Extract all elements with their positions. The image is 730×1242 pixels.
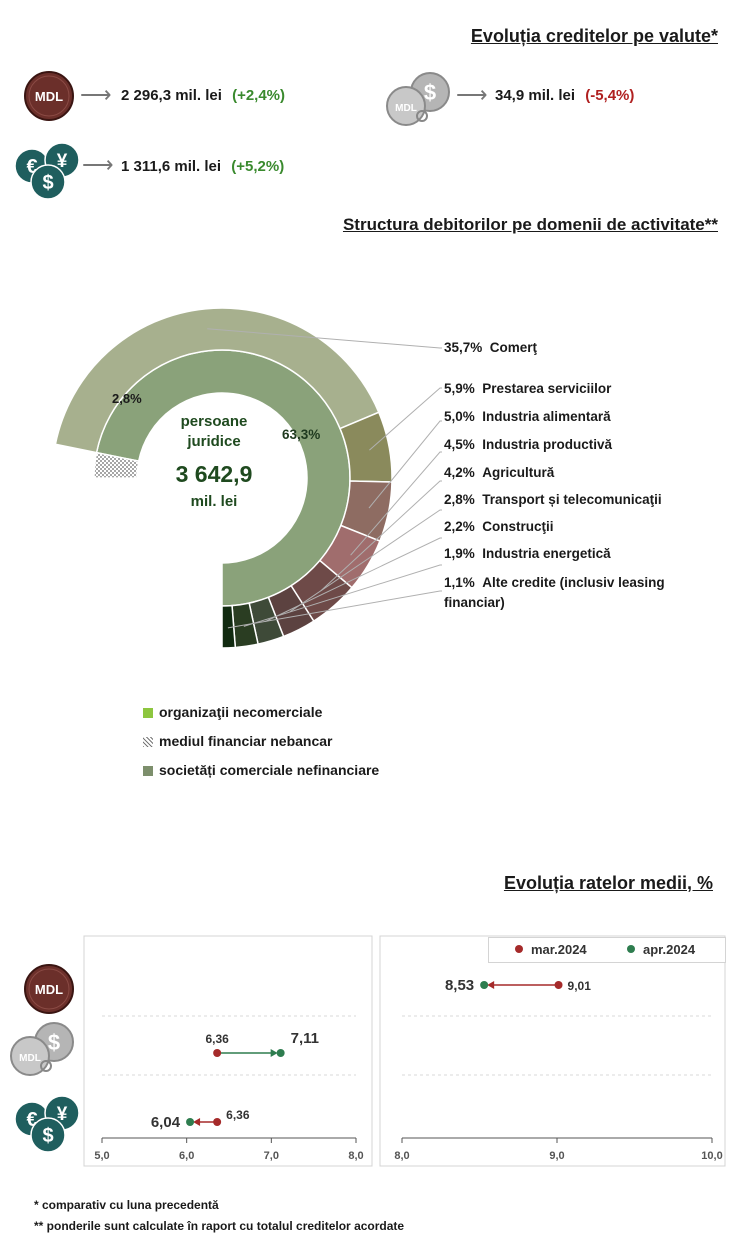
outer-label-agricultura: 4,2% Agricultură — [444, 465, 555, 480]
x-tick-label: 8,0 — [394, 1150, 409, 1162]
outer-label-energetica: 1,9% Industria energetică — [444, 546, 611, 561]
leader-line-2 — [368, 420, 442, 509]
legend-label-apr: apr.2024 — [643, 942, 696, 957]
point-label-mar: 9,01 — [568, 979, 592, 993]
leader-line-5 — [289, 509, 442, 613]
rates-dot-chart: 5,0 6,0 7,0 8,0 6,36 7,11 6,36 6,04 8,0 9,0 10,0 9,… — [83, 935, 726, 1167]
fx-credit-value: 1 311,6 mil. lei — [121, 158, 222, 175]
mdl-usd-coins-icon: $ MDL — [10, 1022, 74, 1076]
svg-text:MDL: MDL — [395, 103, 417, 114]
outer-label-transport: 2,8% Transport și telecomunicaţii — [444, 492, 662, 507]
svg-text:MDL: MDL — [35, 982, 63, 997]
center-unit: mil. lei — [190, 493, 238, 510]
mdl-credit-value: 2 296,3 mil. lei — [121, 87, 222, 104]
rate-arrow-head — [193, 1118, 201, 1126]
footnote-1: * comparativ cu luna precedentă — [34, 1198, 219, 1212]
point-label-apr: 7,11 — [291, 1030, 319, 1047]
svg-text:MDL: MDL — [35, 89, 63, 104]
arrow-icon: ⟶ — [80, 82, 112, 107]
legend-dot-mar — [515, 945, 523, 953]
leader-line-3 — [350, 451, 442, 556]
outer-label-alimentara: 5,0% Industria alimentară — [444, 409, 611, 424]
x-tick-label: 5,0 — [94, 1150, 109, 1162]
outer-label-comert: 35,7% Comerţ — [444, 340, 538, 355]
legend-swatch — [143, 737, 153, 748]
point-label-mar: 6,36 — [226, 1108, 250, 1122]
point-mar — [213, 1118, 222, 1126]
inner-pct-nbf: 2,8% — [112, 391, 142, 406]
fx-credit-change: (+5,2%) — [231, 158, 285, 175]
point-apr — [480, 981, 489, 989]
inner-pct-main: 63,3% — [282, 427, 321, 442]
leader-line-7 — [243, 564, 442, 627]
inner-slice-nebancar — [93, 451, 140, 479]
outer-label-constructii: 2,2% Construcţii — [444, 519, 554, 534]
center-label-line2: juridice — [187, 433, 241, 450]
point-label-apr: 8,53 — [445, 977, 474, 994]
mdl-icon: MDL — [24, 71, 74, 121]
structure-donut-chart — [54, 307, 442, 649]
rates-panel-1 — [379, 935, 726, 1167]
rate-arrow-head — [270, 1049, 278, 1057]
svg-text:¥: ¥ — [57, 1104, 68, 1125]
point-label-apr: 6,04 — [151, 1114, 181, 1131]
point-mar — [554, 981, 563, 989]
leader-line-0 — [207, 328, 442, 349]
leader-line-1 — [369, 387, 442, 451]
legend-item-nebancar: mediul financiar nebancar — [143, 733, 379, 762]
usd-linked-credit-change: (-5,4%) — [585, 87, 635, 104]
euro-dollar-yen-icon: € ¥ $ — [14, 1095, 80, 1153]
mdl-usd-coins-icon: $ MDL — [386, 72, 450, 126]
svg-text:$: $ — [424, 80, 436, 105]
center-label-line1: persoane — [180, 413, 248, 430]
svg-text:$: $ — [42, 1125, 53, 1147]
credits-title: Evoluția creditelor pe valute* — [470, 26, 718, 46]
point-apr — [186, 1118, 195, 1126]
euro-dollar-yen-icon: € ¥ $ — [14, 142, 80, 200]
x-tick-label: 10,0 — [701, 1150, 722, 1162]
point-label-mar: 6,36 — [205, 1032, 229, 1046]
legend-item-nefinanciare: societăți comerciale nefinanciare — [143, 762, 379, 791]
outer-label-productiva: 4,5% Industria productivă — [444, 437, 613, 452]
x-tick-label: 7,0 — [264, 1150, 279, 1162]
point-apr — [276, 1049, 285, 1057]
legend-swatch — [143, 766, 153, 777]
x-tick-label: 6,0 — [179, 1150, 194, 1162]
arrow-icon: ⟶ — [456, 82, 488, 107]
svg-text:$: $ — [48, 1030, 60, 1055]
leader-line-6 — [265, 537, 442, 623]
usd-linked-credit-value: 34,9 mil. lei — [495, 87, 576, 104]
mdl-credit-change: (+2,4%) — [232, 87, 286, 104]
mdl-icon: MDL — [24, 964, 74, 1014]
legend-label-mar: mar.2024 — [531, 942, 587, 957]
legend-item-necomerciale: organizaţii necomerciale — [143, 704, 379, 733]
rates-title: Evoluția ratelor medii, % — [503, 873, 713, 893]
center-total-value: 3 642,9 — [175, 461, 253, 487]
legend-swatch — [143, 708, 153, 719]
x-tick-label: 8,0 — [348, 1150, 363, 1162]
outer-slice-8 — [221, 604, 237, 649]
svg-text:€: € — [26, 1109, 37, 1131]
rates-panel-0 — [83, 935, 373, 1167]
x-tick-label: 9,0 — [549, 1150, 564, 1162]
outer-label-alte: 1,1% Alte credite (inclusiv leasing fina… — [444, 575, 665, 610]
svg-text:€: € — [26, 156, 37, 178]
arrow-icon: ⟶ — [82, 152, 114, 177]
structure-title: Structura debitorilor pe domenii de acti… — [342, 215, 718, 234]
footnote-2: ** ponderile sunt calculate în raport cu… — [34, 1219, 405, 1233]
rates-legend: mar.2024 apr.2024 — [488, 937, 726, 963]
point-mar — [213, 1049, 222, 1057]
leader-line-8 — [227, 590, 442, 629]
rate-arrow-head — [487, 981, 495, 989]
outer-slice-0 — [54, 307, 380, 454]
outer-label-servicii: 5,9% Prestarea serviciilor — [444, 381, 612, 396]
svg-text:MDL: MDL — [19, 1053, 41, 1064]
svg-text:$: $ — [42, 172, 53, 194]
legend-dot-apr — [627, 945, 635, 953]
svg-text:¥: ¥ — [57, 151, 68, 172]
leader-line-4 — [320, 480, 442, 592]
